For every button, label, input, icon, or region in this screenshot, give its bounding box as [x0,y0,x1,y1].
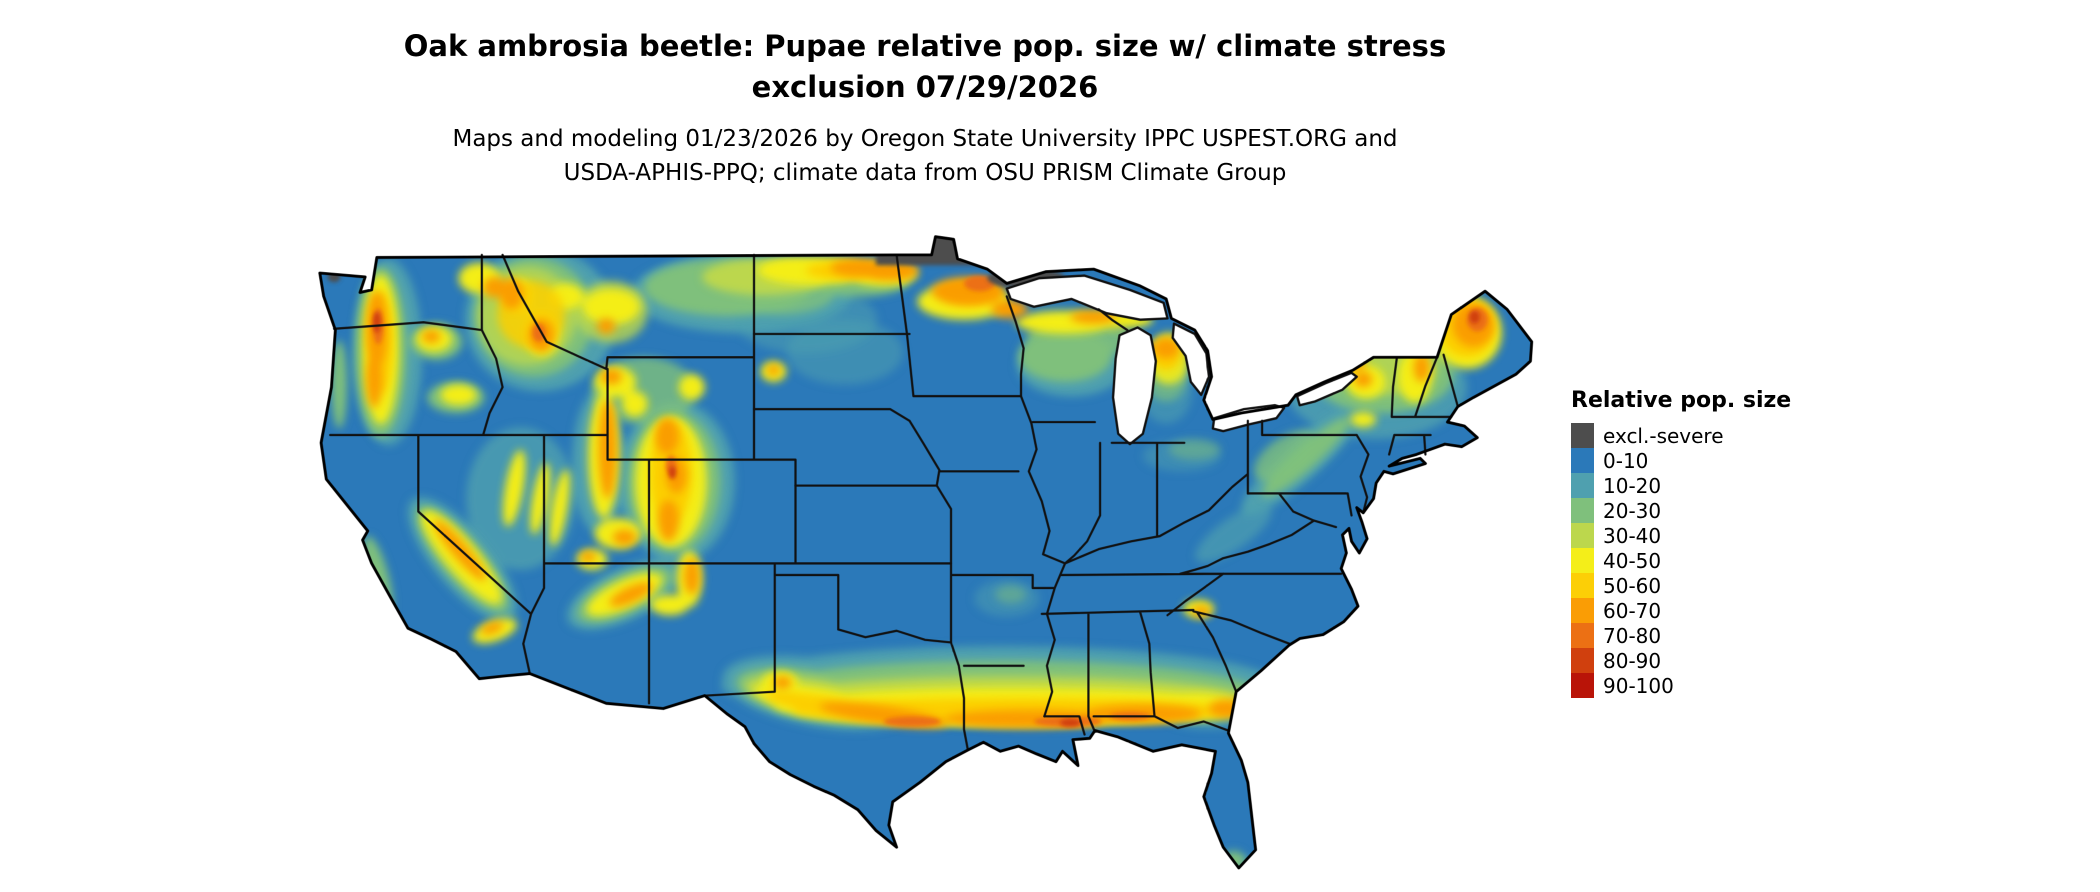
us-outline [318,235,1534,870]
map-subtitle: Maps and modeling 01/23/2026 by Oregon S… [0,122,1850,190]
lake-superior [1005,274,1169,321]
legend-swatch [1571,448,1594,473]
legend-item: 90-100 [1571,673,1791,698]
legend-item: 50-60 [1571,573,1791,598]
legend-label: 70-80 [1603,623,1662,648]
legend-item: 80-90 [1571,648,1791,673]
legend-label: 50-60 [1603,573,1662,598]
legend-item: 70-80 [1571,623,1791,648]
title-line-1: Oak ambrosia beetle: Pupae relative pop.… [403,29,1447,63]
legend-swatch [1571,523,1594,548]
legend-swatch [1571,573,1594,598]
legend-item: 10-20 [1571,473,1791,498]
map-container [300,216,1545,890]
legend: Relative pop. size excl.-severe 0-10 10-20… [1571,388,1791,698]
subtitle-line-1: Maps and modeling 01/23/2026 by Oregon S… [452,126,1398,152]
lake-erie [1211,404,1286,433]
legend-swatch [1571,548,1594,573]
subtitle-line-2: USDA-APHIS-PPQ; climate data from OSU PR… [563,160,1287,186]
state-boundaries [329,253,1459,752]
lake-michigan [1111,326,1157,446]
legend-item: 0-10 [1571,448,1791,473]
legend-title: Relative pop. size [1571,388,1792,413]
us-map [318,235,1534,870]
legend-swatch [1571,498,1594,523]
map-title: Oak ambrosia beetle: Pupae relative pop.… [0,26,1850,108]
lake-ontario [1295,371,1358,407]
legend-item: 60-70 [1571,598,1791,623]
legend-label: excl.-severe [1603,423,1724,448]
legend-label: 0-10 [1603,448,1649,473]
legend-items: excl.-severe 0-10 10-20 20-30 30-40 40-50 50-6… [1571,423,1791,698]
legend-label: 80-90 [1603,648,1662,673]
title-line-2: exclusion 07/29/2026 [751,70,1099,104]
legend-item: 20-30 [1571,498,1791,523]
legend-swatch [1571,648,1594,673]
great-lakes [1005,274,1358,446]
legend-swatch [1571,473,1594,498]
legend-label: 30-40 [1603,523,1662,548]
legend-swatch [1571,423,1594,448]
legend-label: 20-30 [1603,498,1662,523]
legend-item: 40-50 [1571,548,1791,573]
legend-label: 60-70 [1603,598,1662,623]
legend-swatch [1571,623,1594,648]
legend-label: 10-20 [1603,473,1662,498]
legend-swatch [1571,598,1594,623]
legend-swatch [1571,673,1594,698]
lake-huron [1171,322,1211,397]
legend-item: excl.-severe [1571,423,1791,448]
legend-label: 40-50 [1603,548,1662,573]
legend-item: 30-40 [1571,523,1791,548]
legend-label: 90-100 [1603,673,1674,698]
